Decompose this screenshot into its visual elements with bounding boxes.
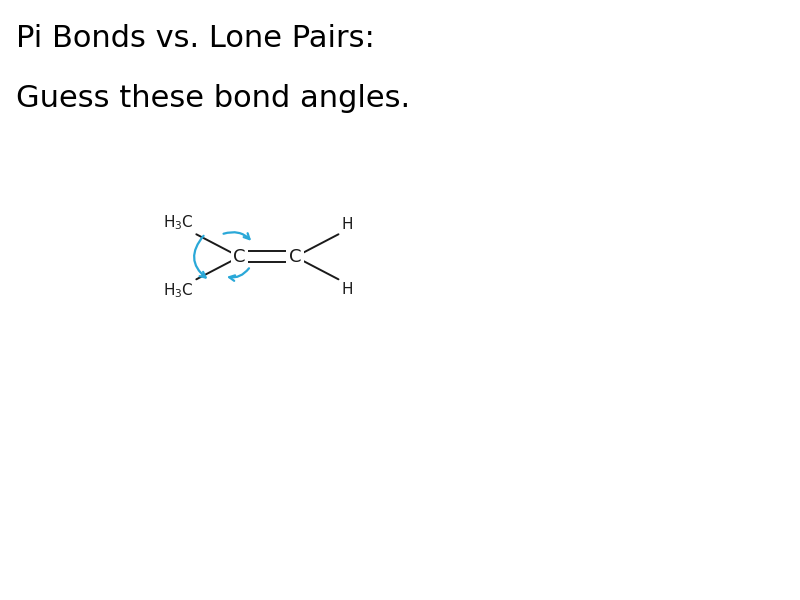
Text: Guess these bond angles.: Guess these bond angles.: [16, 84, 410, 113]
Text: C: C: [234, 248, 246, 266]
Text: H: H: [342, 281, 353, 296]
Text: H$_3$C: H$_3$C: [162, 213, 194, 232]
Text: H$_3$C: H$_3$C: [162, 281, 194, 301]
Text: C: C: [289, 248, 302, 266]
Text: Pi Bonds vs. Lone Pairs:: Pi Bonds vs. Lone Pairs:: [16, 24, 374, 53]
Text: H: H: [342, 217, 353, 232]
